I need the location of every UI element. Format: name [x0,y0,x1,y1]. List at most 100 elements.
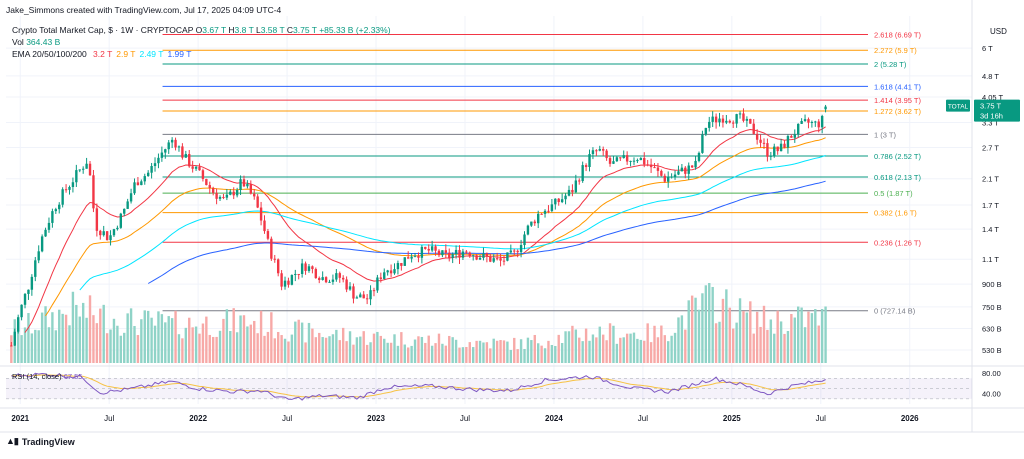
volume-bar [335,329,338,363]
candle-body [595,150,598,152]
candle-body [102,231,105,236]
volume-bar [396,345,400,363]
candle-body [471,255,475,257]
candle-body [444,250,448,253]
volume-bar [697,309,701,363]
price-tick-label: 2.1 T [982,175,999,184]
candle-body [656,167,660,171]
time-tick-label: 2023 [367,414,385,423]
volume-bar [362,331,365,363]
volume-bar [273,338,276,363]
candle-body [379,277,383,279]
candle-body [270,238,273,259]
volume-bar [489,348,492,363]
volume-bar [290,334,294,363]
volume-bar [502,340,506,363]
volume-bar [526,337,530,363]
time-tick-label: 2025 [723,414,741,423]
volume-bar [424,342,427,363]
price-tick-label: 630 B [982,325,1002,334]
ema-value-1: 2.9 T [116,49,136,59]
candle-body [249,183,253,194]
candle-body [612,161,615,164]
candle-body [235,189,239,196]
candle-body [205,178,208,186]
candle-body [602,149,605,151]
tradingview-brand[interactable]: ▲▮ TradingView [6,436,75,447]
candle-body [273,258,276,260]
candle-body [550,204,554,211]
fib-level-label: 0.382 (1.6 T) [874,209,917,218]
volume-bar [732,328,735,363]
volume-bar [718,321,721,363]
volume-bar [188,317,191,363]
candle-body [571,189,574,193]
candle-body [766,143,769,157]
candle-body [465,251,468,253]
volume-bar [465,346,468,363]
candle-body [560,199,564,203]
rsi-pane [6,372,972,401]
candle-body [485,253,489,257]
volume-legend[interactable]: Vol 364.43 B [12,37,60,47]
volume-bar [636,338,639,363]
time-tick-label: 2026 [901,414,919,423]
volume-bar [400,332,403,363]
candle-body [140,181,143,186]
volume-bar [191,327,194,363]
volume-bar [513,337,516,363]
fib-level-label: 0.618 (2.13 T) [874,173,921,182]
volume-bar [174,310,177,363]
candle-body [191,166,194,169]
candle-body [37,251,40,261]
candle-body [297,273,300,275]
candle-body [304,263,307,271]
symbol-legend[interactable]: Crypto Total Market Cap, $ · 1W · CRYPTO… [12,25,391,35]
volume-bar [506,341,509,363]
candle-body [530,221,533,226]
candle-body [667,176,670,182]
volume-bar [824,306,827,363]
volume-bar [728,307,731,363]
candle-body [88,163,92,176]
volume-bar [140,319,143,363]
candle-body [540,213,543,215]
candle-body [454,249,458,255]
candle-body [536,213,540,224]
volume-bar [215,336,218,363]
volume-bar [232,308,235,363]
volume-bar [167,316,170,363]
candle-body [16,317,20,332]
candle-body [355,297,359,299]
candle-body [338,273,341,278]
candle-body [489,256,492,262]
volume-bar [109,329,112,363]
volume-bar [519,339,523,363]
time-tick-label: Jul [460,414,470,423]
volume-bar [181,338,184,363]
volume-bar [574,329,578,363]
volume-bar [790,313,793,363]
volume-bar [749,301,752,363]
candle-body [800,120,803,124]
candle-body [232,191,235,196]
rsi-legend[interactable]: RSI (14, close) 67.55 [12,372,82,381]
rsi-line [11,372,826,401]
candle-body [738,113,742,115]
volume-bar [71,291,75,363]
rsi-value: 67.55 [63,372,83,381]
candle-body [745,118,749,121]
candle-body [790,136,793,138]
ema-legend[interactable]: EMA 20/50/100/200 3.2 T 2.9 T 2.49 T 1.99 T [12,49,191,59]
candle-body [30,276,34,290]
volume-bar [314,337,318,363]
volume-bar [509,349,513,363]
volume-bar [711,286,714,363]
volume-bar [745,312,749,363]
volume-bar [444,345,448,363]
candle-body [434,246,437,251]
volume-bar [157,311,160,363]
volume-bar [598,326,601,363]
